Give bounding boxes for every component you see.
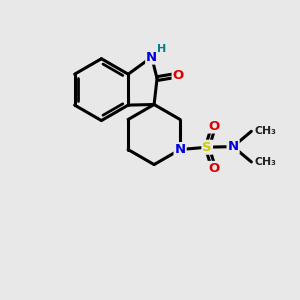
Text: N: N — [146, 51, 157, 64]
Text: O: O — [208, 162, 219, 175]
Text: CH₃: CH₃ — [255, 126, 277, 136]
Text: S: S — [202, 141, 212, 154]
Text: N: N — [175, 143, 186, 156]
Text: O: O — [208, 119, 219, 133]
Text: H: H — [158, 44, 167, 54]
Text: O: O — [172, 69, 184, 82]
Text: N: N — [227, 140, 239, 153]
Text: CH₃: CH₃ — [255, 157, 277, 167]
